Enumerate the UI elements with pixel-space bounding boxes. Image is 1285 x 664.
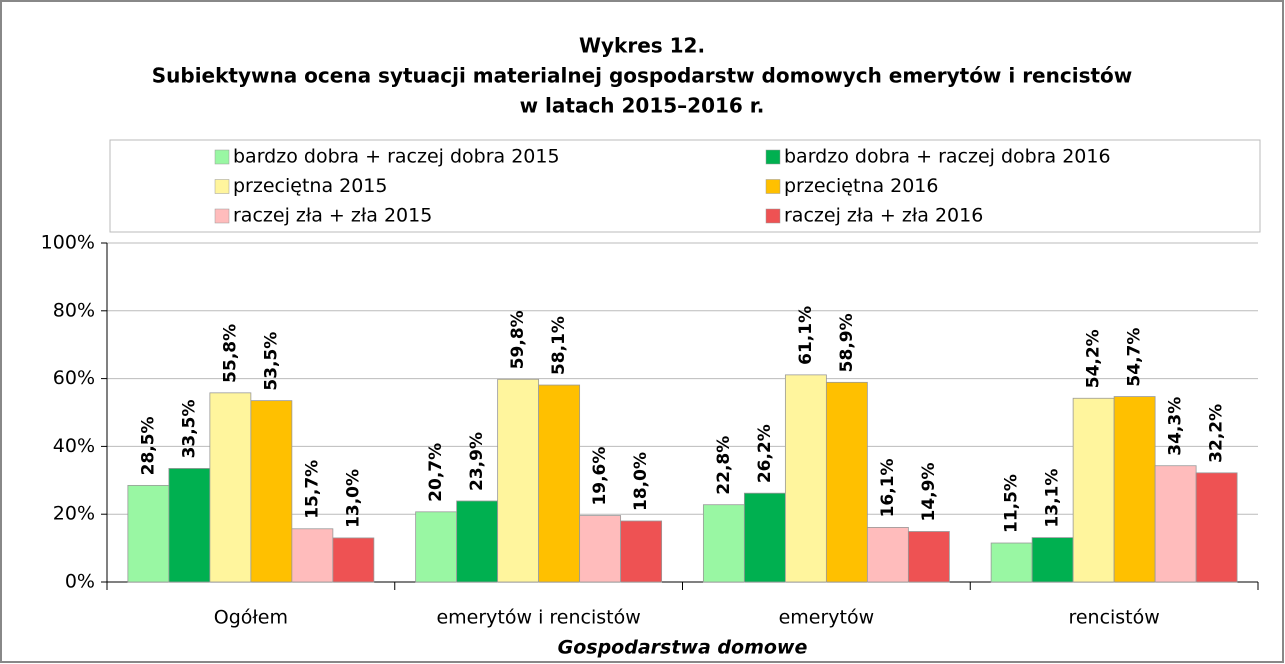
bar bbox=[620, 520, 663, 583]
legend-label: bardzo dobra + raczej dobra 2015 bbox=[233, 146, 560, 168]
bar bbox=[209, 392, 252, 583]
x-tick-label: emerytów i rencistów bbox=[436, 607, 640, 629]
data-label: 14,9% bbox=[919, 463, 939, 522]
data-label: 55,8% bbox=[220, 324, 240, 383]
data-label: 58,9% bbox=[837, 313, 857, 372]
data-label: 13,1% bbox=[1043, 469, 1063, 528]
bar bbox=[291, 528, 334, 583]
x-tick-label: emerytów bbox=[779, 607, 875, 629]
legend-marker bbox=[765, 179, 781, 194]
bar bbox=[456, 500, 499, 583]
bar bbox=[1195, 472, 1238, 583]
data-label: 13,0% bbox=[343, 469, 363, 528]
data-label: 20,7% bbox=[426, 443, 446, 502]
bar bbox=[990, 542, 1033, 583]
bar bbox=[866, 527, 909, 583]
bar bbox=[579, 515, 622, 583]
bar bbox=[250, 400, 293, 583]
data-label: 58,1% bbox=[549, 316, 569, 375]
bar bbox=[702, 504, 745, 583]
bar bbox=[168, 468, 211, 583]
bar bbox=[1113, 396, 1156, 583]
y-tick-label: 40% bbox=[53, 435, 95, 457]
legend-box bbox=[109, 139, 1261, 233]
legend-label: przeciętna 2016 bbox=[784, 175, 938, 197]
data-label: 22,8% bbox=[714, 436, 734, 495]
bar bbox=[1154, 465, 1197, 583]
y-tick-label: 0% bbox=[65, 571, 95, 593]
x-axis-label: Gospodarstwa domowe bbox=[558, 637, 808, 659]
bar bbox=[743, 492, 786, 583]
chart-title: Subiektywna ocena sytuacji materialnej g… bbox=[152, 64, 1133, 88]
legend-marker bbox=[214, 208, 230, 224]
data-label: 26,2% bbox=[755, 424, 775, 483]
data-label: 18,0% bbox=[631, 452, 651, 511]
bar bbox=[538, 384, 581, 583]
data-label: 54,7% bbox=[1125, 328, 1145, 387]
chart-title: Wykres 12. bbox=[579, 34, 705, 58]
bar bbox=[907, 531, 950, 583]
y-tick-label: 20% bbox=[53, 503, 95, 525]
chart-title: w latach 2015–2016 r. bbox=[520, 94, 765, 118]
x-tick-label: Ogółem bbox=[214, 607, 288, 629]
bar bbox=[415, 511, 458, 583]
data-label: 19,6% bbox=[590, 447, 610, 506]
data-label: 16,1% bbox=[878, 458, 898, 517]
bar bbox=[332, 537, 375, 583]
data-label: 32,2% bbox=[1207, 404, 1227, 463]
bar bbox=[1072, 397, 1115, 583]
data-label: 61,1% bbox=[796, 306, 816, 365]
bar bbox=[127, 484, 170, 583]
legend-label: raczej zła + zła 2015 bbox=[233, 205, 432, 227]
x-tick-label: rencistów bbox=[1068, 607, 1159, 629]
legend-label: bardzo dobra + raczej dobra 2016 bbox=[784, 146, 1111, 168]
legend-marker bbox=[765, 149, 781, 165]
data-label: 15,7% bbox=[302, 460, 322, 519]
data-label: 53,5% bbox=[261, 332, 281, 391]
data-label: 34,3% bbox=[1166, 397, 1186, 456]
data-label: 54,2% bbox=[1084, 329, 1104, 388]
data-label: 23,9% bbox=[467, 432, 487, 491]
data-label: 59,8% bbox=[508, 310, 528, 369]
bar bbox=[825, 381, 868, 583]
y-tick-label: 80% bbox=[53, 299, 95, 321]
legend-marker bbox=[214, 149, 230, 165]
legend-marker bbox=[214, 179, 230, 194]
bar bbox=[784, 374, 827, 583]
legend-marker bbox=[765, 208, 781, 224]
legend-label: przeciętna 2015 bbox=[233, 175, 387, 197]
data-label: 11,5% bbox=[1002, 474, 1022, 533]
y-tick-label: 100% bbox=[41, 232, 95, 254]
bar bbox=[497, 378, 540, 583]
legend-label: raczej zła + zła 2016 bbox=[784, 205, 983, 227]
y-tick-label: 60% bbox=[53, 367, 95, 389]
data-label: 28,5% bbox=[138, 416, 158, 475]
data-label: 33,5% bbox=[179, 399, 199, 458]
bar bbox=[1031, 537, 1074, 583]
